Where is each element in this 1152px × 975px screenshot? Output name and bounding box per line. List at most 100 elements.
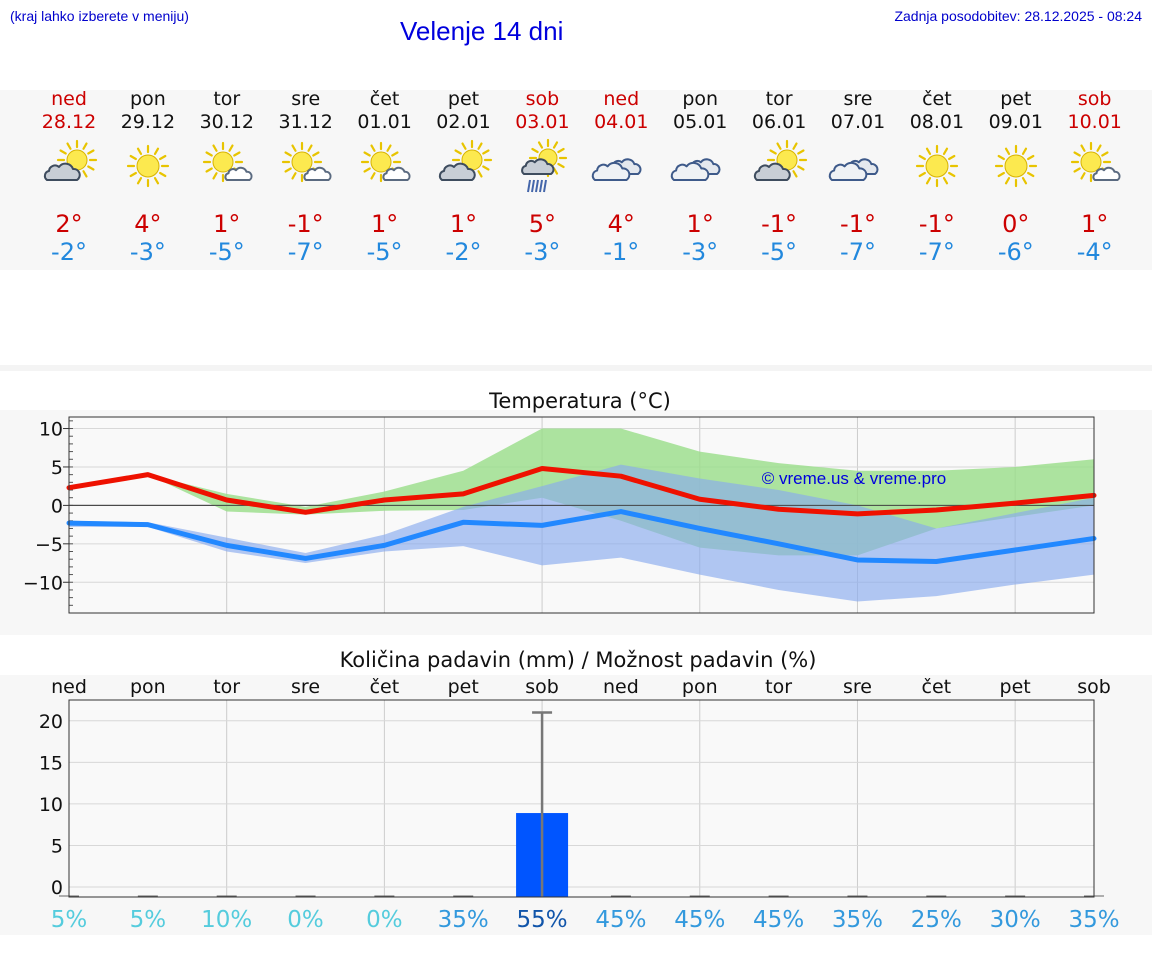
day-name: sob bbox=[1077, 88, 1112, 110]
precip-day-label: tor bbox=[213, 676, 240, 698]
temp-min: -5° bbox=[208, 238, 245, 266]
last-updated: Zadnja posodobitev: 28.12.2025 - 08:24 bbox=[894, 8, 1142, 24]
day-name: pet bbox=[1000, 88, 1032, 110]
temp-min-line bbox=[66, 509, 1097, 565]
precip-probability: 25% bbox=[911, 907, 962, 933]
precip-day-label: pon bbox=[682, 676, 718, 698]
temp-min: -4° bbox=[1076, 238, 1113, 266]
temp-tick-label: 10 bbox=[39, 419, 63, 441]
temp-max: -1° bbox=[840, 210, 876, 238]
temp-min: -3° bbox=[682, 238, 719, 266]
separator bbox=[0, 365, 1152, 371]
partly-cloudy-icon bbox=[43, 139, 98, 181]
temp-min: -5° bbox=[366, 238, 403, 266]
day-date: 28.12 bbox=[41, 111, 97, 133]
precip-day-label: čet bbox=[370, 676, 400, 698]
precip-tick-label: 15 bbox=[39, 752, 63, 774]
day-date: 29.12 bbox=[120, 111, 176, 133]
precipitation-title: Količina padavin (mm) / Možnost padavin … bbox=[340, 648, 817, 672]
day-date: 30.12 bbox=[199, 111, 254, 133]
cloudy-icon bbox=[828, 158, 879, 181]
precip-day-label: tor bbox=[765, 676, 792, 698]
day-column: čet 01.01 1° -5° bbox=[345, 88, 425, 266]
day-name: čet bbox=[922, 88, 952, 110]
sun-rain-icon bbox=[521, 138, 568, 193]
day-column: sre 07.01 -1° -7° bbox=[818, 88, 898, 266]
temp-tick-label: 0 bbox=[51, 495, 63, 517]
temp-max: 2° bbox=[55, 210, 83, 238]
day-name: tor bbox=[213, 88, 241, 110]
day-date: 02.01 bbox=[436, 111, 491, 133]
page-title: Velenje 14 dni bbox=[400, 16, 564, 46]
precip-day-label: čet bbox=[922, 676, 952, 698]
day-name: pet bbox=[447, 88, 480, 110]
precip-probability: 35% bbox=[438, 907, 489, 933]
temp-tick-label: 5 bbox=[51, 457, 63, 479]
temp-max: 1° bbox=[370, 210, 399, 238]
day-column: ned 28.12 2° -2° bbox=[29, 88, 109, 266]
location-hint: (kraj lahko izberete v meniju) bbox=[10, 8, 189, 24]
day-date: 05.01 bbox=[672, 111, 728, 133]
precip-day-label: sob bbox=[525, 676, 559, 698]
temp-min: -1° bbox=[603, 238, 640, 266]
day-name: čet bbox=[369, 88, 400, 110]
temp-max: -1° bbox=[918, 210, 955, 238]
temp-min: -7° bbox=[918, 238, 955, 266]
forecast-band bbox=[0, 90, 1152, 270]
sun-icon bbox=[915, 144, 958, 188]
precip-tick-label: 5 bbox=[51, 835, 63, 857]
day-date: 07.01 bbox=[830, 111, 886, 133]
day-name: ned bbox=[603, 88, 640, 110]
day-date: 09.01 bbox=[988, 111, 1043, 133]
day-name: pon bbox=[130, 88, 166, 110]
day-column: pet 02.01 1° -2° bbox=[424, 88, 504, 266]
min_range-band bbox=[69, 464, 1094, 602]
temp-tick-label: −10 bbox=[23, 572, 63, 594]
precip-probability: 45% bbox=[674, 907, 725, 933]
sun-small-cloud-icon bbox=[202, 141, 253, 183]
precip-probability: 5% bbox=[51, 907, 88, 933]
temp-max: 1° bbox=[686, 210, 714, 238]
temp-plot-frame bbox=[68, 416, 1095, 614]
precip-probability: 10% bbox=[201, 907, 252, 933]
precip-probability: 30% bbox=[990, 907, 1041, 933]
day-column: sob 10.01 1° -4° bbox=[1055, 88, 1135, 266]
cloudy-icon bbox=[670, 158, 721, 181]
precip-tick-label: 10 bbox=[39, 794, 63, 816]
precip-day-label: sre bbox=[291, 676, 320, 698]
day-date: 10.01 bbox=[1067, 111, 1122, 133]
day-name: pon bbox=[682, 88, 719, 110]
temp-min: -2° bbox=[445, 238, 482, 266]
precip-day-label: sob bbox=[1077, 676, 1111, 698]
precip-probability: 5% bbox=[130, 907, 167, 933]
temp-max: 4° bbox=[134, 210, 162, 238]
precip-day-label: sre bbox=[843, 676, 872, 698]
temperature-title: Temperatura (°C) bbox=[488, 389, 671, 413]
precip-day-label: ned bbox=[51, 676, 87, 698]
temp-max: -1° bbox=[761, 210, 798, 238]
temp-min: -3° bbox=[524, 238, 561, 266]
day-date: 06.01 bbox=[751, 111, 807, 133]
sun-small-cloud-icon bbox=[1070, 141, 1121, 183]
partly-cloudy-icon bbox=[753, 139, 808, 181]
partly-cloudy-icon bbox=[438, 139, 492, 181]
day-name: sre bbox=[843, 88, 873, 110]
precip-probability: 35% bbox=[1068, 907, 1119, 933]
watermark: © vreme.us & vreme.pro bbox=[762, 469, 946, 488]
day-column: pet 09.01 0° -6° bbox=[976, 88, 1056, 266]
precip-tick-label: 0 bbox=[51, 877, 63, 899]
precip-day-label: pet bbox=[448, 676, 479, 698]
sun-small-cloud-icon bbox=[360, 141, 411, 183]
temp-max: 1° bbox=[1081, 210, 1109, 238]
day-name: sob bbox=[525, 88, 560, 110]
sun-icon bbox=[126, 144, 169, 188]
day-column: tor 06.01 -1° -5° bbox=[739, 88, 819, 266]
day-column: čet 08.01 -1° -7° bbox=[897, 88, 977, 266]
temp-max: 1° bbox=[449, 210, 478, 238]
temp-max: 5° bbox=[528, 210, 557, 238]
day-name: sre bbox=[291, 88, 321, 110]
sun-small-cloud-icon bbox=[281, 141, 332, 183]
temp-min: -7° bbox=[840, 238, 876, 266]
day-date: 08.01 bbox=[909, 111, 965, 133]
